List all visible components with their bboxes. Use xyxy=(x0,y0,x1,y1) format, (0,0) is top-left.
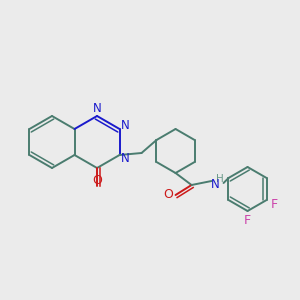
Text: N: N xyxy=(121,152,130,165)
Text: H: H xyxy=(216,174,224,184)
Text: F: F xyxy=(244,214,251,226)
Text: N: N xyxy=(93,103,101,116)
Text: O: O xyxy=(164,188,173,202)
Text: O: O xyxy=(92,173,102,187)
Text: N: N xyxy=(211,178,220,191)
Text: F: F xyxy=(271,198,278,211)
Text: N: N xyxy=(121,119,130,132)
